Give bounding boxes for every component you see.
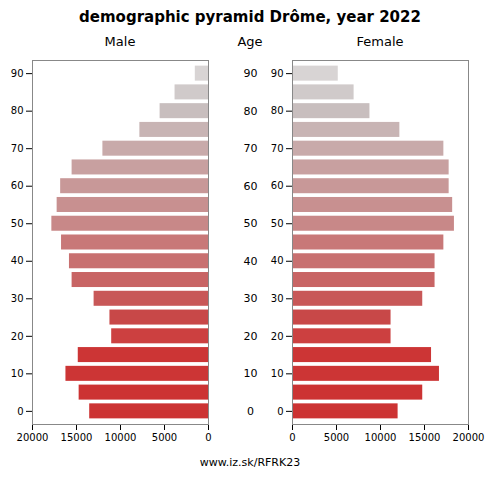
svg-text:30: 30 (244, 292, 258, 305)
svg-text:0: 0 (289, 432, 295, 443)
svg-text:10: 10 (271, 368, 284, 379)
svg-text:0: 0 (277, 406, 283, 417)
svg-text:0: 0 (17, 406, 23, 417)
svg-text:10000: 10000 (365, 432, 397, 443)
svg-text:20000: 20000 (17, 432, 49, 443)
svg-text:20: 20 (244, 330, 258, 343)
svg-text:90: 90 (11, 68, 24, 79)
svg-text:15000: 15000 (61, 432, 93, 443)
svg-text:0: 0 (205, 432, 211, 443)
svg-text:40: 40 (244, 255, 258, 268)
svg-text:5000: 5000 (324, 432, 349, 443)
html-text:Male: Male (104, 34, 136, 49)
svg-text:50: 50 (271, 218, 284, 229)
svg-text:30: 30 (11, 293, 24, 304)
svg-text:80: 80 (271, 105, 284, 116)
svg-text:0: 0 (247, 405, 254, 418)
svg-text:50: 50 (11, 218, 24, 229)
svg-text:60: 60 (11, 180, 24, 191)
html-text:demographic pyramid Drôme, yea: demographic pyramid Drôme, year 2022 (79, 8, 421, 26)
svg-text:20000: 20000 (453, 432, 485, 443)
svg-text:70: 70 (244, 142, 258, 155)
html-text:Age: Age (237, 34, 263, 49)
svg-text:20: 20 (11, 331, 24, 342)
svg-text:40: 40 (11, 255, 24, 266)
svg-text:70: 70 (11, 143, 24, 154)
svg-text:80: 80 (11, 105, 24, 116)
svg-text:60: 60 (244, 180, 258, 193)
html-text:www.iz.sk/RFRK23: www.iz.sk/RFRK23 (199, 456, 301, 469)
svg-text:5000: 5000 (152, 432, 177, 443)
svg-text:60: 60 (271, 180, 284, 191)
svg-text:30: 30 (271, 293, 284, 304)
svg-text:10000: 10000 (105, 432, 137, 443)
svg-text:90: 90 (244, 67, 258, 80)
svg-text:50: 50 (244, 217, 258, 230)
svg-text:15000: 15000 (409, 432, 441, 443)
html-text:Female: Female (356, 34, 404, 49)
svg-text:90: 90 (271, 68, 284, 79)
svg-text:10: 10 (11, 368, 24, 379)
svg-text:20: 20 (271, 331, 284, 342)
svg-text:40: 40 (271, 255, 284, 266)
svg-text:80: 80 (244, 105, 258, 118)
svg-text:70: 70 (271, 143, 284, 154)
svg-text:10: 10 (244, 367, 258, 380)
